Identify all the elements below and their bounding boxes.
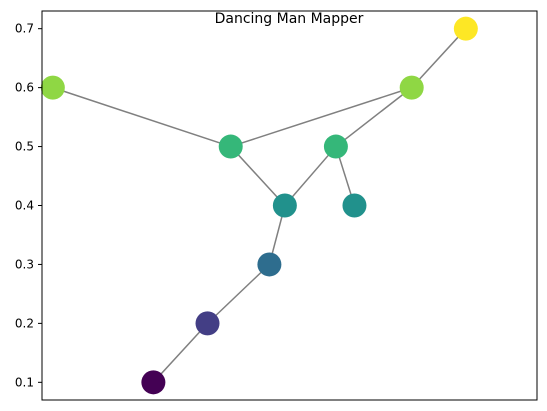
graph-node <box>218 134 243 159</box>
y-axis: 0.1 0.2 0.3 0.4 0.5 0.6 0.7 <box>15 22 42 389</box>
graph-edge <box>206 263 270 324</box>
graph-node <box>323 134 348 159</box>
graph-node <box>257 252 282 277</box>
y-tick-label: 0.6 <box>15 81 34 95</box>
graph-node <box>399 75 424 100</box>
graph-edge <box>230 146 286 207</box>
graph-node <box>195 311 220 336</box>
graph-edge <box>284 146 337 206</box>
graph-node <box>272 193 297 218</box>
graph-edge <box>152 322 209 383</box>
y-tick-label: 0.5 <box>15 140 34 154</box>
graph-node <box>342 193 367 218</box>
y-tick-label: 0.2 <box>15 316 34 330</box>
y-tick-label: 0.4 <box>15 199 34 213</box>
chart-title: Dancing Man Mapper <box>215 11 364 27</box>
graph-node <box>40 75 65 100</box>
graph-node <box>141 370 166 395</box>
graph-node <box>453 16 478 41</box>
y-tick-label: 0.3 <box>15 257 34 271</box>
graph-edge <box>230 86 412 148</box>
graph-edge <box>411 28 467 89</box>
nodes <box>40 16 478 395</box>
graph-edge <box>52 86 231 148</box>
y-tick-label: 0.7 <box>15 22 34 36</box>
y-tick-label: 0.1 <box>15 375 34 389</box>
graph-edge <box>335 87 413 148</box>
